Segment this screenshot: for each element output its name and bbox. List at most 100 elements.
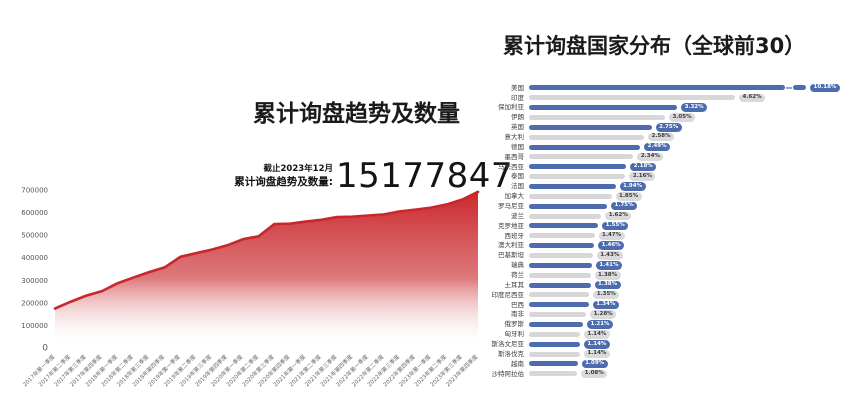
country-row: 沙特阿拉伯 1.08% xyxy=(484,369,850,379)
country-row: 瑞典 1.41% xyxy=(484,260,850,270)
country-label: 巴西 xyxy=(511,300,524,309)
pct-badge: 1.46% xyxy=(598,241,625,250)
pct-badge: 1.34% xyxy=(592,300,619,310)
country-bar xyxy=(529,85,785,91)
country-label: 南非 xyxy=(511,310,524,319)
bar-track: 1.14% xyxy=(529,330,850,339)
country-bar xyxy=(529,302,589,308)
pct-badge: 1.38% xyxy=(594,280,621,290)
pct-badge: 1.38% xyxy=(594,271,621,280)
country-bar xyxy=(529,272,591,278)
bar-track: 1.75% xyxy=(529,201,850,211)
pct-badge: 1.94% xyxy=(619,182,646,191)
country-label: 英国 xyxy=(511,123,524,132)
bar-track: 2.16% xyxy=(529,172,850,181)
bar-track: 1.14% xyxy=(529,340,850,349)
bar-track: 1.47% xyxy=(529,231,850,241)
country-row: 罗马尼亚 1.75% xyxy=(484,201,850,211)
country-row: 印度尼西亚 1.35% xyxy=(484,290,850,300)
trend-chart-title: 累计询盘趋势及数量 xyxy=(253,101,460,127)
country-row: 加拿大 1.85% xyxy=(484,191,850,201)
country-bar xyxy=(529,124,652,130)
country-row: 越南 1.09% xyxy=(484,359,850,369)
country-label: 荷兰 xyxy=(511,271,524,279)
country-label: 法国 xyxy=(511,182,524,191)
country-bar xyxy=(529,223,599,229)
bar-track: 1.21% xyxy=(529,320,850,329)
country-row: 克罗地亚 1.55% xyxy=(484,221,850,231)
y-tick-label: 100000 xyxy=(21,322,48,330)
bar-track: 3.05% xyxy=(529,113,850,122)
country-label: 克罗地亚 xyxy=(498,221,524,230)
bar-track: 1.38% xyxy=(529,271,850,280)
country-row: 墨西哥 2.34% xyxy=(484,152,850,162)
country-bar xyxy=(529,361,578,367)
country-label: 土耳其 xyxy=(504,280,525,289)
country-bar xyxy=(529,282,591,288)
stat-label: 累计询盘趋势及数量: xyxy=(234,176,333,188)
pct-badge: 10.18% xyxy=(810,83,840,93)
bar-track: 1.41% xyxy=(529,261,850,270)
country-label: 巴基斯坦 xyxy=(498,251,524,260)
bar-track: 4.62% xyxy=(529,93,850,103)
country-bar xyxy=(529,351,580,357)
country-bar xyxy=(529,292,590,298)
country-row: 南非 1.28% xyxy=(484,310,850,320)
bar-track: 2.58% xyxy=(529,132,850,142)
bar-track: 1.08% xyxy=(529,369,850,379)
country-label: 越南 xyxy=(511,359,524,368)
country-row: 美国 10.18% xyxy=(484,83,850,93)
country-bar xyxy=(529,253,593,259)
country-bar xyxy=(529,115,666,120)
bar-track: 1.46% xyxy=(529,241,850,250)
country-row: 英国 2.75% xyxy=(484,122,850,132)
bar-track: 1.28% xyxy=(529,310,850,319)
country-bar xyxy=(529,164,627,170)
country-row: 马来西亚 2.18% xyxy=(484,162,850,172)
bar-track: 1.35% xyxy=(529,290,850,300)
y-tick-label: 700000 xyxy=(21,187,48,195)
bar-track: 1.62% xyxy=(529,211,850,221)
pct-badge: 2.18% xyxy=(630,162,657,172)
bar-track: 1.94% xyxy=(529,182,850,191)
country-bar xyxy=(529,262,592,268)
country-row: 伊朗 3.05% xyxy=(484,113,850,123)
trend-area-chart: 0 100000 200000 300000 400000 500000 600000 700… xyxy=(21,187,480,389)
country-bar xyxy=(529,95,736,101)
country-bar xyxy=(529,233,595,239)
country-label: 泰国 xyxy=(511,172,524,181)
area-fill xyxy=(55,191,478,348)
bar-track: 2.49% xyxy=(529,142,850,152)
country-label: 澳大利亚 xyxy=(498,241,524,250)
country-label: 瑞典 xyxy=(511,261,524,270)
country-bar xyxy=(529,203,608,209)
country-label: 德国 xyxy=(511,142,524,151)
country-bars: 美国 10.18% 印度 4.62% 保加利亚 3.32% 伊朗 3.05% 英国 2.75% 意大… xyxy=(484,83,850,379)
country-bar xyxy=(529,331,580,337)
pct-badge: 1.21% xyxy=(586,320,614,329)
distribution-chart-title: 累计询盘国家分布（全球前30） xyxy=(503,34,806,58)
country-label: 俄罗斯 xyxy=(504,320,525,329)
country-row: 澳大利亚 1.46% xyxy=(484,241,850,251)
pct-badge: 2.58% xyxy=(648,132,675,142)
country-row: 波兰 1.62% xyxy=(484,211,850,221)
pct-badge: 1.62% xyxy=(605,211,632,221)
bar-track: 1.55% xyxy=(529,221,850,231)
country-row: 保加利亚 3.32% xyxy=(484,103,850,113)
country-label: 墨西哥 xyxy=(504,152,525,161)
country-label: 波兰 xyxy=(511,211,524,220)
country-label: 西班牙 xyxy=(504,231,525,240)
country-row: 法国 1.94% xyxy=(484,182,850,192)
country-row: 斯洛伐克 1.14% xyxy=(484,349,850,359)
country-label: 斯洛伐克 xyxy=(498,349,524,358)
country-label: 美国 xyxy=(511,83,524,92)
country-row: 荷兰 1.38% xyxy=(484,270,850,280)
y-tick-label: 0 xyxy=(42,344,48,354)
country-label: 加拿大 xyxy=(504,192,525,201)
pct-badge: 1.41% xyxy=(595,261,622,270)
pct-badge: 1.75% xyxy=(611,201,638,211)
pct-badge: 3.05% xyxy=(669,113,696,122)
pct-badge: 1.14% xyxy=(583,349,610,359)
country-label: 沙特阿拉伯 xyxy=(491,369,525,378)
